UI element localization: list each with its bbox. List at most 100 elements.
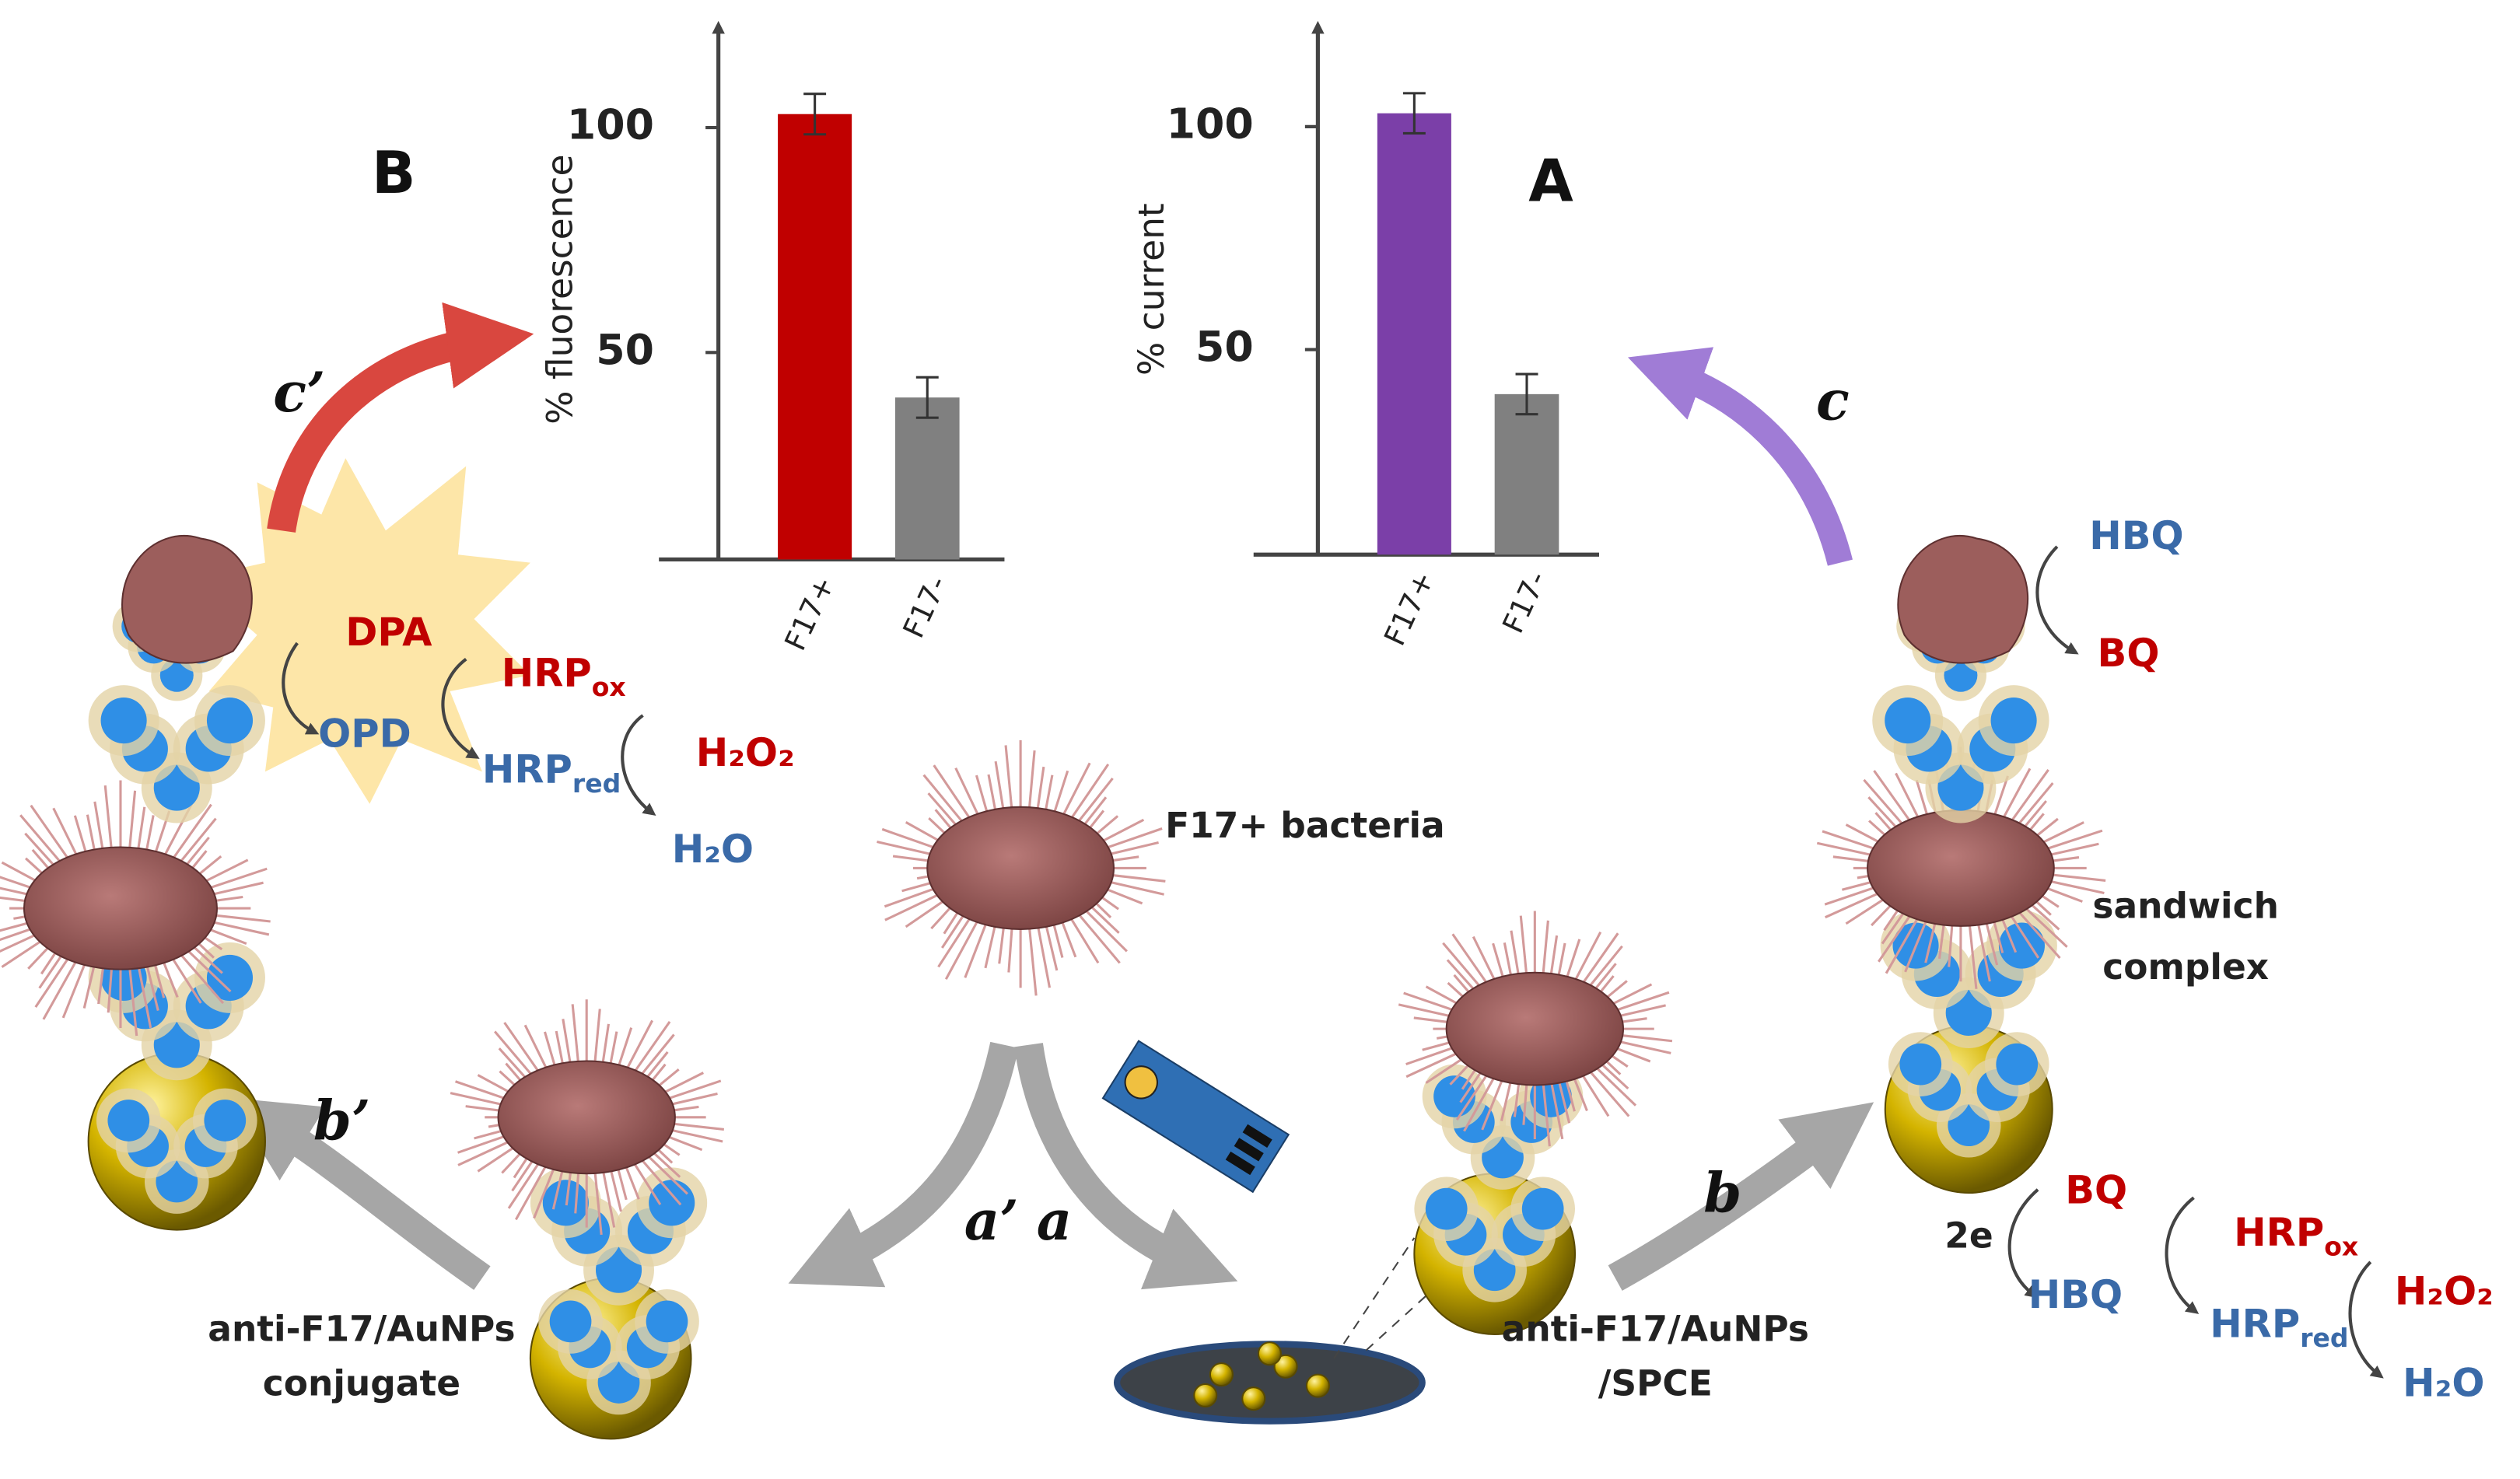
step-label: b xyxy=(1703,1161,1741,1226)
species-sub: red xyxy=(2300,1323,2348,1353)
antibody-domain xyxy=(206,954,254,1001)
species: HRPred xyxy=(482,746,621,799)
panel-label: B xyxy=(372,139,416,207)
species: H₂O xyxy=(2403,1361,2484,1406)
pilus xyxy=(593,1162,603,1236)
label: complex xyxy=(2102,946,2269,988)
panel-label: A xyxy=(1528,147,1573,215)
label: F17+ bacteria xyxy=(1165,805,1445,846)
error-bar xyxy=(915,376,939,419)
antibody-domain xyxy=(107,1100,150,1142)
cell-body xyxy=(1445,971,1625,1086)
species-sub: red xyxy=(572,767,621,798)
species-main: HRP xyxy=(502,650,592,695)
species: HRPox xyxy=(2234,1209,2358,1261)
y-tick-label: 100 xyxy=(567,100,654,149)
hrp-enzyme xyxy=(1897,534,2029,664)
bacterium xyxy=(877,740,1166,996)
cell-body xyxy=(926,806,1115,930)
electrode xyxy=(1101,1040,1290,1194)
bar-chart: 50 100 % current A F17+ F17- xyxy=(1131,20,1599,651)
pilus xyxy=(1967,914,1978,989)
species: 2e xyxy=(1944,1215,1993,1256)
arrow-c xyxy=(1627,347,1853,566)
antibody-domain xyxy=(1425,1187,1468,1230)
species: HRPred xyxy=(2210,1301,2348,1353)
zoom-line xyxy=(1365,1269,1455,1351)
antibody-domain xyxy=(204,1100,247,1142)
species: HRPox xyxy=(502,650,626,702)
species: HBQ xyxy=(2028,1272,2123,1317)
pilus xyxy=(127,956,138,1037)
illustration xyxy=(0,302,2384,1440)
species: HBQ xyxy=(2089,513,2183,558)
step-label: a xyxy=(1037,1188,1073,1253)
species: H₂O₂ xyxy=(696,730,795,775)
step-label: a’ xyxy=(964,1188,1019,1253)
bar xyxy=(1494,393,1559,555)
species: H₂O₂ xyxy=(2395,1269,2494,1314)
antibody-domain xyxy=(649,1180,695,1226)
bacterium xyxy=(450,999,724,1236)
species-main: HRP xyxy=(2210,1301,2300,1346)
gold-nanoparticle xyxy=(1209,1362,1234,1387)
y-axis-label: % current xyxy=(1131,203,1172,376)
antibody-domain xyxy=(549,1300,592,1343)
y-axis-label: % fluorescence xyxy=(540,155,581,425)
pilus xyxy=(1541,1073,1551,1147)
error-bar xyxy=(803,93,827,136)
step-label: c’ xyxy=(273,360,325,425)
x-tick-label: F17- xyxy=(1496,566,1554,638)
label: anti-F17/AuNPs xyxy=(1502,1308,1809,1349)
gold-nanoparticle xyxy=(1305,1373,1330,1398)
antibody-domain xyxy=(646,1300,688,1343)
antibody-domain xyxy=(1996,1043,2039,1086)
label: /SPCE xyxy=(1598,1363,1713,1404)
antibody xyxy=(88,685,265,823)
species: OPD xyxy=(318,711,411,756)
species-main: HRP xyxy=(2234,1209,2324,1254)
arrow-a xyxy=(1014,1043,1238,1290)
bacterium xyxy=(1398,911,1673,1147)
arrow-b-prime xyxy=(229,1097,491,1290)
antibody xyxy=(1414,1177,1575,1302)
arrow-c-prime xyxy=(267,302,534,533)
cell-body xyxy=(497,1060,676,1175)
x-tick-label: F17+ xyxy=(778,571,842,656)
gold-nanoparticle xyxy=(1273,1354,1298,1379)
y-tick-label: 50 xyxy=(596,325,654,374)
x-tick-label: F17- xyxy=(896,571,954,643)
zoom-line xyxy=(1333,1237,1416,1359)
label: anti-F17/AuNPs xyxy=(208,1308,515,1349)
antibody-domain xyxy=(1885,698,1931,744)
bar xyxy=(894,397,960,560)
cell-body xyxy=(1867,809,2055,927)
antibody-domain xyxy=(1433,1075,1475,1117)
antibody-domain xyxy=(1899,1043,1942,1086)
bar xyxy=(778,114,852,560)
label: conjugate xyxy=(263,1363,460,1404)
bar xyxy=(1377,113,1451,555)
arrow-b xyxy=(1608,1102,1874,1291)
y-tick-label: 50 xyxy=(1195,322,1254,371)
labels: F17+ bacteria sandwich complex anti-F17/… xyxy=(208,360,2494,1405)
antibody xyxy=(1872,685,2049,823)
antibody xyxy=(1888,1032,2049,1158)
species: BQ xyxy=(2065,1167,2127,1212)
x-tick-label: F17+ xyxy=(1377,566,1441,651)
label: sandwich xyxy=(2092,886,2279,927)
cell-body xyxy=(23,846,218,970)
hrp-enzyme xyxy=(121,534,253,664)
antibody xyxy=(538,1289,699,1415)
species: H₂O xyxy=(672,827,754,872)
reaction-arrows xyxy=(282,545,2384,1379)
antibody-domain xyxy=(1998,922,2045,969)
gold-nanoparticle xyxy=(1193,1383,1218,1408)
gold-nanoparticle xyxy=(1257,1341,1282,1366)
step-label: c xyxy=(1816,368,1850,432)
species-sub: ox xyxy=(2324,1231,2358,1261)
species: DPA xyxy=(345,610,432,655)
gold-nanoparticle xyxy=(1241,1386,1266,1411)
